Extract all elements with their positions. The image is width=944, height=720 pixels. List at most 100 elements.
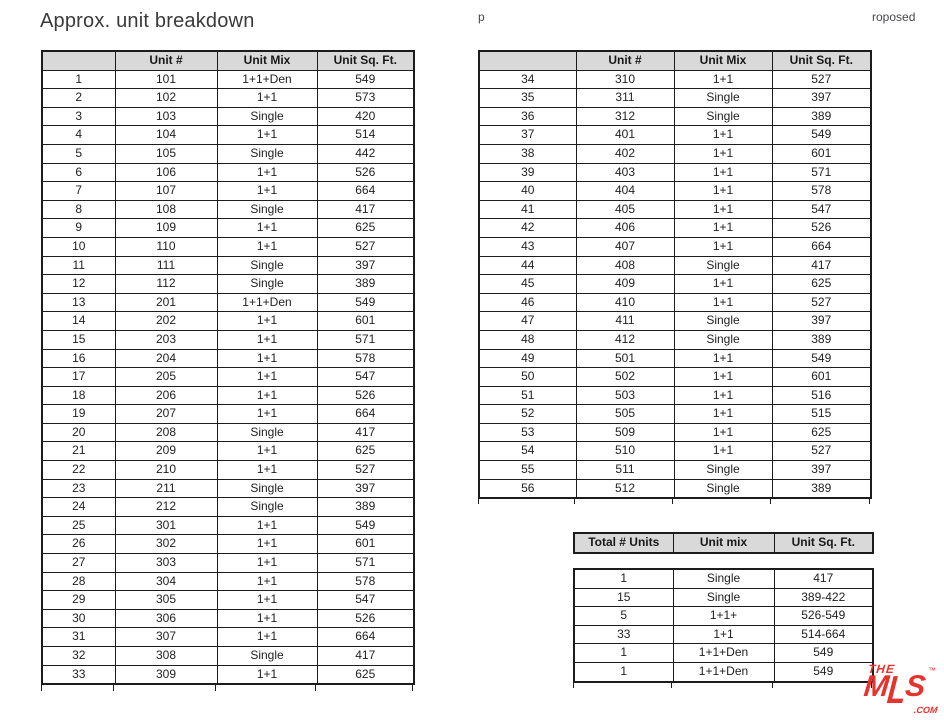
table-cell: 16 (41, 348, 116, 369)
table-row: 39 403 1+1 571 (478, 162, 872, 183)
table-row: 23 211 Single 397 (41, 478, 415, 499)
table-cell: 411 (575, 311, 675, 331)
table-cell: 312 (575, 106, 675, 127)
table-cell: 1+1 (216, 236, 318, 257)
table-cell: 11 (41, 255, 116, 276)
table-row: 37 401 1+1 549 (478, 125, 872, 145)
table-cell: 208 (114, 422, 218, 443)
table-edge-stub (41, 684, 42, 691)
table-row: 13 201 1+1+Den 549 (41, 292, 415, 313)
table-cell: 33 (41, 664, 116, 685)
table-cell: 527 (771, 69, 872, 90)
table-row: 53 509 1+1 625 (478, 422, 872, 443)
table-row: 15 Single 389-422 (573, 587, 874, 608)
table-row: 36 312 Single 389 (478, 106, 872, 127)
table-cell: 44 (478, 255, 577, 276)
table-edge-stub (671, 681, 672, 688)
table-cell: Single (673, 106, 773, 127)
table-cell: 664 (316, 181, 415, 201)
table-row: 51 503 1+1 516 (478, 385, 872, 406)
table-edge-stub (869, 497, 870, 504)
table-cell: 1+1+Den (216, 292, 318, 313)
table-cell: 2 (41, 88, 116, 108)
table-row: 27 303 1+1 571 (41, 553, 415, 573)
table-edge-stub (573, 681, 574, 688)
column-header-blank (478, 50, 577, 71)
table-cell: 397 (771, 460, 872, 480)
table-cell: 526 (316, 162, 415, 183)
table-cell: Single (216, 143, 318, 164)
table-row: 10 110 1+1 527 (41, 236, 415, 257)
table-cell: 571 (771, 162, 872, 183)
summary-table-body: 1 Single 417 15 Single 389-422 5 1+1+ 526-549 33 1… (573, 568, 874, 683)
column-header-unit-number: Unit # (114, 50, 218, 71)
table-cell: Single (216, 106, 318, 127)
table-edge-stub (574, 497, 575, 504)
table-row: 5 1+1+ 526-549 (573, 606, 874, 626)
table-cell: 625 (316, 218, 415, 238)
table-cell: 201 (114, 292, 218, 313)
table-row: 46 410 1+1 527 (478, 292, 872, 313)
table-row: 1 101 1+1+Den 549 (41, 69, 415, 90)
table-row: 21 209 1+1 625 (41, 441, 415, 462)
unit-table-left-body: 1 101 1+1+Den 549 2 102 1+1 573 3 103 Single 420 4 10… (41, 69, 415, 685)
table-cell: 625 (771, 274, 872, 294)
table-cell: 5 (41, 143, 116, 164)
table-cell: 571 (316, 553, 415, 573)
table-row: 5 105 Single 442 (41, 143, 415, 164)
table-cell: 547 (316, 367, 415, 387)
table-cell: 1+1+Den (216, 69, 318, 90)
column-header-unit-number: Unit # (575, 50, 675, 71)
table-cell: Single (216, 497, 318, 517)
table-cell: 409 (575, 274, 675, 294)
table-edge-stub (770, 497, 771, 504)
table-cell: 19 (41, 404, 116, 424)
table-cell: 1+1 (216, 88, 318, 108)
table-cell: 405 (575, 199, 675, 220)
header-text-fragment-right: roposed (872, 10, 916, 24)
table-cell: 601 (771, 143, 872, 164)
column-header-unit-sqft: Unit Sq. Ft. (773, 532, 874, 554)
header-text-fragment-left: p (478, 10, 485, 24)
table-row: 34 310 1+1 527 (478, 69, 872, 90)
table-cell: 578 (316, 571, 415, 592)
table-cell: 1+1 (216, 590, 318, 610)
table-cell: 403 (575, 162, 675, 183)
table-cell: 404 (575, 181, 675, 201)
table-edge-stub (772, 681, 773, 688)
table-cell: 10 (41, 236, 116, 257)
table-cell: 1+1 (673, 292, 773, 313)
table-cell: 37 (478, 125, 577, 145)
table-row: 31 307 1+1 664 (41, 627, 415, 647)
table-cell: 106 (114, 162, 218, 183)
table-cell: 514 (316, 125, 415, 145)
table-row: 1 1+1+Den 549 (573, 661, 874, 683)
table-row: 30 306 1+1 526 (41, 608, 415, 629)
table-cell: 420 (316, 106, 415, 127)
table-cell: 41 (478, 199, 577, 220)
table-edge-stub (871, 681, 872, 688)
table-cell: 1+1 (216, 348, 318, 369)
table-cell: 407 (575, 236, 675, 257)
table-cell: 664 (316, 404, 415, 424)
themls-logo-letter-m: M (862, 670, 890, 703)
table-cell: 1+1 (216, 627, 318, 647)
table-cell: 1 (573, 568, 674, 589)
table-cell: 112 (114, 274, 218, 294)
table-cell: 389-422 (773, 587, 874, 608)
table-cell: 7 (41, 181, 116, 201)
table-cell: 211 (114, 478, 218, 499)
themls-logo-letter-s: S (903, 670, 927, 703)
table-cell: 22 (41, 460, 116, 480)
summary-table-header: Total # Units Unit mix Unit Sq. Ft. (573, 532, 874, 554)
table-cell: 1+1 (673, 404, 773, 424)
table-cell: 397 (316, 255, 415, 276)
table-cell: 1+1 (673, 422, 773, 443)
table-cell: 13 (41, 292, 116, 313)
table-row: 6 106 1+1 526 (41, 162, 415, 183)
table-cell: 304 (114, 571, 218, 592)
table-cell: 397 (771, 311, 872, 331)
page-title: Approx. unit breakdown (40, 10, 255, 32)
table-cell: 601 (316, 534, 415, 555)
table-row: 28 304 1+1 578 (41, 571, 415, 592)
